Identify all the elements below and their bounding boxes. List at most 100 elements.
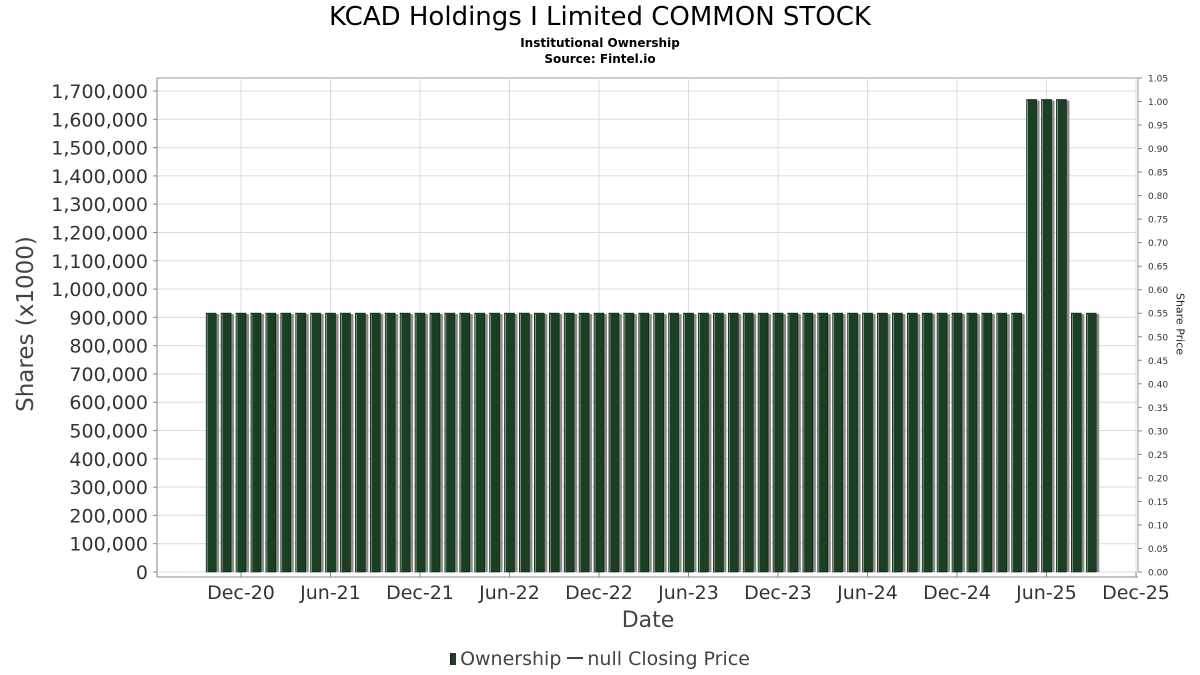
ownership-bar	[250, 312, 262, 573]
ownership-bar	[1056, 99, 1067, 573]
chart-source: Source: Fintel.io	[544, 52, 656, 66]
ownership-bar	[548, 312, 560, 573]
y-tick-label: 1,600,000	[51, 109, 148, 131]
y2-tick-label: 0.30	[1148, 427, 1168, 437]
ownership-bar	[534, 312, 545, 573]
y2-tick-label: 0.10	[1148, 521, 1168, 531]
y-tick-label: 1,700,000	[51, 81, 148, 103]
y2-tick-label: 0.20	[1148, 474, 1168, 484]
ownership-bar	[355, 312, 366, 573]
y2-tick-label: 0.85	[1148, 169, 1168, 179]
ownership-bar	[399, 312, 411, 573]
legend-ownership-label: Ownership	[460, 648, 562, 670]
ownership-bar	[951, 312, 963, 573]
y2-tick-label: 0.70	[1148, 239, 1168, 249]
chart-subtitle: Institutional Ownership	[520, 36, 680, 50]
ownership-bar	[444, 312, 456, 573]
ownership-bar	[981, 312, 993, 573]
ownership-bar	[235, 312, 247, 573]
y-tick-label: 1,100,000	[51, 251, 148, 273]
x-tick-label: Dec-21	[386, 582, 454, 604]
ownership-bar	[578, 312, 590, 573]
ownership-bar	[787, 312, 799, 573]
ownership-bar	[340, 312, 351, 573]
ownership-bar	[474, 312, 485, 573]
y-tick-label: 800,000	[69, 336, 148, 358]
ownership-bar	[429, 312, 441, 573]
y-tick-label: 400,000	[69, 449, 148, 471]
y-axis-label: Shares (x1000)	[13, 236, 39, 412]
y2-tick-label: 0.55	[1148, 310, 1168, 320]
ownership-bar	[683, 312, 694, 573]
y2-tick-label: 0.60	[1148, 286, 1168, 296]
y-tick-label: 500,000	[69, 421, 148, 443]
ownership-bar	[698, 312, 709, 573]
ownership-bar	[220, 312, 232, 573]
ownership-bar	[802, 312, 814, 573]
ownership-bar	[1011, 312, 1022, 573]
x-tick-label: Jun-23	[657, 582, 719, 604]
legend-price-label: null Closing Price	[587, 648, 750, 670]
ownership-bar	[459, 312, 471, 573]
y-tick-label: 100,000	[69, 534, 148, 556]
y-tick-label: 600,000	[69, 392, 148, 414]
ownership-bar	[772, 312, 784, 573]
legend: Ownership null Closing Price	[0, 648, 1200, 670]
y2-tick-label: 0.50	[1148, 333, 1168, 343]
ownership-bar	[489, 312, 500, 573]
legend-ownership-swatch	[450, 653, 457, 665]
ownership-bar	[832, 312, 843, 573]
y-tick-label: 700,000	[69, 364, 148, 386]
x-axis-label: Date	[621, 608, 675, 633]
y2-tick-label: 0.00	[1148, 569, 1168, 579]
ownership-bar	[936, 312, 948, 573]
ownership-bar	[1085, 312, 1097, 573]
y2-tick-label: 1.00	[1148, 98, 1168, 108]
y2-tick-label: 0.95	[1148, 122, 1168, 132]
y-tick-label: 200,000	[69, 505, 148, 527]
y2-tick-label: 0.15	[1148, 498, 1168, 508]
y2-tick-label: 1.05	[1148, 75, 1168, 85]
ownership-bar	[265, 312, 277, 573]
y-tick-label: 1,400,000	[51, 166, 148, 188]
ownership-bar	[414, 312, 426, 573]
ownership-bar	[310, 312, 321, 573]
ownership-bar	[519, 312, 530, 573]
ownership-bar	[1071, 312, 1082, 573]
y2-tick-label: 0.40	[1148, 380, 1168, 390]
ownership-bar	[757, 312, 769, 573]
ownership-bar	[727, 312, 739, 573]
ownership-bar	[877, 312, 888, 573]
y2-tick-label: 0.05	[1148, 545, 1168, 555]
ownership-bar	[638, 312, 650, 573]
ownership-bar	[504, 312, 515, 573]
ownership-bar	[966, 312, 978, 573]
y2-axis-label: Share Price	[1173, 292, 1187, 356]
ownership-bar	[563, 312, 575, 573]
y2-tick-label: 0.75	[1148, 216, 1168, 226]
ownership-bar	[623, 312, 635, 573]
ownership-bar	[906, 312, 918, 573]
ownership-bar	[608, 312, 620, 573]
ownership-bar	[369, 312, 381, 573]
x-tick-label: Dec-22	[565, 582, 633, 604]
y2-tick-label: 0.80	[1148, 192, 1168, 202]
y-tick-label: 1,500,000	[51, 138, 148, 160]
ownership-bar	[713, 312, 724, 573]
y-tick-label: 300,000	[69, 477, 148, 499]
ownership-bar	[593, 312, 605, 573]
ownership-bar	[817, 312, 829, 573]
y2-tick-label: 0.65	[1148, 263, 1168, 273]
y2-tick-label: 0.25	[1148, 451, 1168, 461]
x-tick-label: Dec-24	[923, 582, 991, 604]
ownership-bar	[921, 312, 933, 573]
ownership-bar	[653, 312, 664, 573]
x-tick-label: Dec-20	[207, 582, 275, 604]
ownership-bar	[205, 312, 217, 573]
x-tick-label: Jun-24	[836, 582, 898, 604]
ownership-bar	[862, 312, 873, 573]
y2-tick-label: 0.45	[1148, 357, 1168, 367]
y-tick-label: 0	[136, 562, 148, 584]
chart-title: KCAD Holdings I Limited COMMON STOCK	[329, 2, 871, 32]
